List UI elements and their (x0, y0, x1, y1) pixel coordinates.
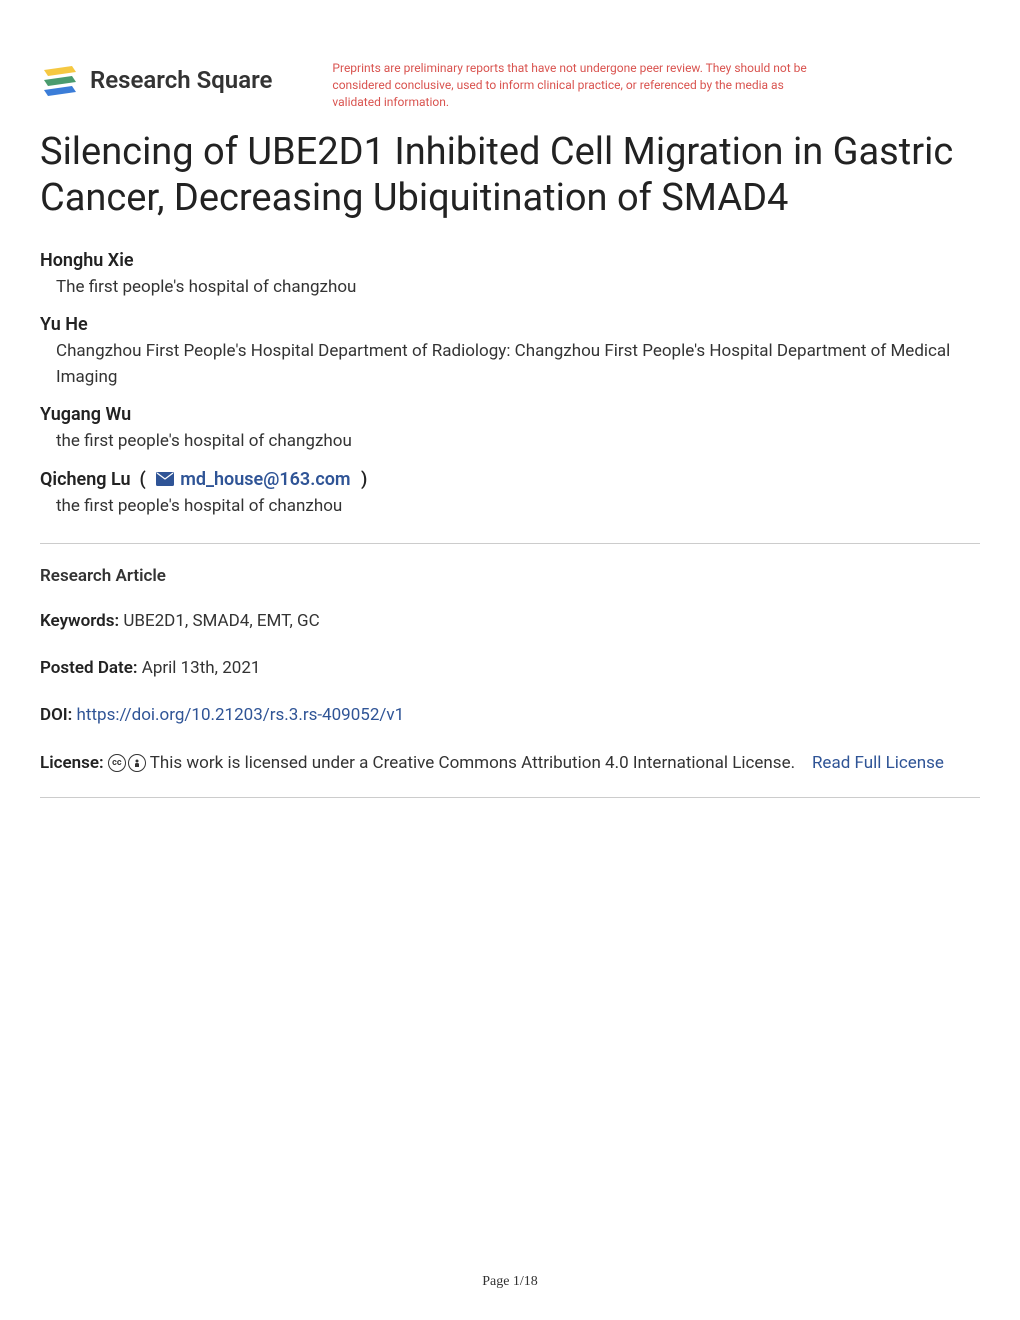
author-name: Qicheng Lu ( md_house@163.com ) (40, 469, 980, 490)
posted-date-label: Posted Date: (40, 658, 138, 678)
author-block: Qicheng Lu ( md_house@163.com ) the firs… (40, 469, 980, 520)
cc-by-icon (128, 754, 146, 772)
corresponding-email-link[interactable]: md_house@163.com (180, 469, 350, 490)
section-divider (40, 543, 980, 544)
author-affiliation: the first people's hospital of chanzhou (40, 494, 980, 520)
author-name: Yugang Wu (40, 404, 980, 425)
license-row: License: cc This work is licensed under … (40, 750, 980, 777)
cc-icon: cc (108, 754, 126, 772)
corresponding-author-marker: ( md_house@163.com ) (135, 469, 367, 490)
posted-date-value: April 13th, 2021 (142, 658, 261, 678)
doi-row: DOI: https://doi.org/10.21203/rs.3.rs-40… (40, 702, 980, 729)
header-row: Research Square Preprints are preliminar… (40, 60, 980, 110)
author-block: Yugang Wu the first people's hospital of… (40, 404, 980, 455)
section-divider (40, 797, 980, 798)
keywords-row: Keywords: UBE2D1, SMAD4, EMT, GC (40, 608, 980, 635)
author-name-text: Qicheng Lu (40, 469, 131, 490)
license-label: License: (40, 753, 104, 773)
author-block: Yu He Changzhou First People's Hospital … (40, 314, 980, 390)
mail-icon (156, 472, 174, 486)
author-block: Honghu Xie The first people's hospital o… (40, 250, 980, 301)
page-footer: Page 1/18 (0, 1274, 1020, 1290)
posted-date-row: Posted Date: April 13th, 2021 (40, 655, 980, 682)
cc-license-icons: cc (108, 754, 146, 772)
research-square-logo-icon (40, 60, 80, 100)
keywords-label: Keywords: (40, 611, 119, 631)
metadata-section: Keywords: UBE2D1, SMAD4, EMT, GC Posted … (40, 608, 980, 777)
logo-text: Research Square (90, 66, 272, 94)
author-affiliation: the first people's hospital of changzhou (40, 429, 980, 455)
authors-list: Honghu Xie The first people's hospital o… (40, 250, 980, 520)
preprint-disclaimer: Preprints are preliminary reports that h… (332, 60, 812, 110)
license-text: This work is licensed under a Creative C… (150, 753, 795, 773)
doi-label: DOI: (40, 705, 72, 725)
paper-title: Silencing of UBE2D1 Inhibited Cell Migra… (40, 130, 980, 221)
author-affiliation: Changzhou First People's Hospital Depart… (40, 339, 980, 390)
logo: Research Square (40, 60, 272, 100)
author-name: Honghu Xie (40, 250, 980, 271)
author-affiliation: The first people's hospital of changzhou (40, 275, 980, 301)
keywords-value: UBE2D1, SMAD4, EMT, GC (123, 611, 319, 631)
article-type: Research Article (40, 566, 980, 586)
doi-link[interactable]: https://doi.org/10.21203/rs.3.rs-409052/… (77, 705, 405, 725)
read-full-license-link[interactable]: Read Full License (812, 753, 944, 773)
author-name: Yu He (40, 314, 980, 335)
